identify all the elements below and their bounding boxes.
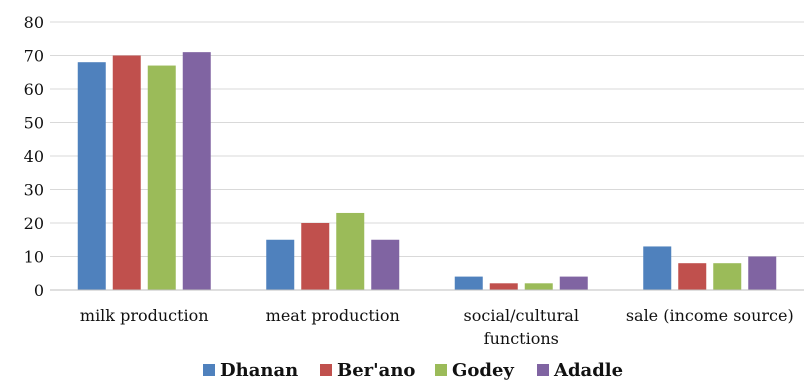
bars	[77, 52, 777, 291]
bar	[77, 62, 106, 291]
legend-label: Dhanan	[220, 360, 298, 381]
y-tick-label: 60	[24, 80, 44, 99]
x-category-label: meat production	[266, 306, 400, 325]
x-category-label: sale (income source)	[626, 306, 794, 325]
bar	[266, 239, 295, 290]
legend-swatch	[435, 364, 447, 376]
y-tick-label: 30	[24, 181, 44, 200]
bar	[678, 263, 707, 290]
legend-swatch	[320, 364, 332, 376]
bar	[643, 246, 672, 290]
bar	[147, 65, 176, 290]
y-tick-label: 10	[24, 248, 44, 267]
x-category-label: social/cultural	[464, 306, 579, 325]
y-tick-label: 0	[34, 281, 44, 300]
bar	[713, 263, 742, 290]
bar	[112, 55, 141, 290]
bar	[371, 239, 400, 290]
y-tick-label: 80	[24, 13, 44, 32]
y-tick-label: 50	[24, 114, 44, 133]
y-tick-label: 20	[24, 214, 44, 233]
y-tick-label: 40	[24, 147, 44, 166]
x-axis-labels: milk production meat production social/cul…	[80, 306, 794, 348]
legend-label: Adadle	[553, 360, 623, 381]
bar	[748, 256, 777, 290]
bar	[182, 52, 211, 291]
y-axis-ticks: 0 10 20 30 40 50 60 70 80	[24, 13, 44, 300]
x-category-label: functions	[484, 329, 559, 348]
bar	[336, 212, 365, 290]
x-category-label: milk production	[80, 306, 209, 325]
legend-swatch	[203, 364, 215, 376]
y-tick-label: 70	[24, 47, 44, 66]
bar	[489, 283, 518, 290]
bar	[454, 276, 483, 290]
legend: Dhanan Ber'ano Godey Adadle	[203, 360, 623, 381]
legend-label: Ber'ano	[337, 360, 415, 381]
legend-swatch	[537, 364, 549, 376]
legend-label: Godey	[452, 360, 514, 381]
bar	[559, 276, 588, 290]
bar	[301, 223, 330, 290]
bar	[524, 283, 553, 290]
